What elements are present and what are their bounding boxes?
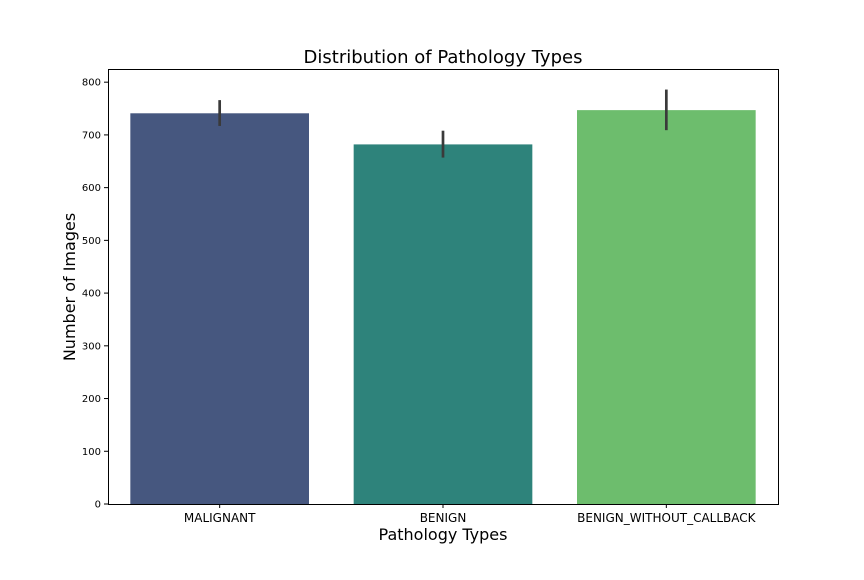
y-tick-label: 300 <box>82 341 101 352</box>
bar-benign <box>353 144 533 504</box>
bar-benign-without-callback <box>577 110 756 505</box>
y-axis-label: Number of Images <box>60 213 79 361</box>
bars-layer <box>130 110 756 505</box>
x-tick-label-benign-without-callback: BENIGN_WITHOUT_CALLBACK <box>577 511 756 525</box>
x-axis-ticks: MALIGNANT BENIGN BENIGN_WITHOUT_CALLBACK <box>184 504 757 525</box>
y-tick-label: 0 <box>95 500 101 511</box>
y-tick-label: 400 <box>82 289 101 300</box>
y-tick-label: 600 <box>82 183 101 194</box>
y-tick-label: 800 <box>82 78 101 89</box>
y-tick-label: 100 <box>82 447 101 458</box>
x-tick-label-benign: BENIGN <box>420 511 467 525</box>
x-tick-label-malignant: MALIGNANT <box>184 511 256 525</box>
x-axis-label: Pathology Types <box>379 525 508 544</box>
chart-title: Distribution of Pathology Types <box>304 47 583 68</box>
y-axis-ticks: 0 100 200 300 400 500 600 700 800 <box>82 78 108 511</box>
y-tick-label: 500 <box>82 236 101 247</box>
errorbars-layer <box>218 89 668 158</box>
bar-malignant <box>130 113 309 505</box>
y-tick-label: 200 <box>82 394 101 405</box>
y-tick-label: 700 <box>82 130 101 141</box>
